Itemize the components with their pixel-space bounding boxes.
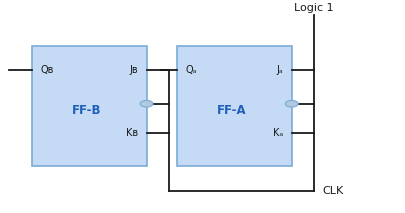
- Text: FF-B: FF-B: [72, 104, 101, 117]
- Circle shape: [140, 101, 153, 107]
- Text: Jʙ: Jʙ: [129, 65, 137, 75]
- Text: Qʙ: Qʙ: [40, 65, 53, 75]
- Text: CLK: CLK: [321, 186, 342, 196]
- Circle shape: [285, 101, 297, 107]
- Text: Kʙ: Kʙ: [126, 128, 137, 138]
- Text: Jₐ: Jₐ: [275, 65, 282, 75]
- Text: FF-A: FF-A: [217, 104, 246, 117]
- Text: Qₐ: Qₐ: [185, 65, 196, 75]
- Text: Logic 1: Logic 1: [293, 3, 333, 13]
- FancyBboxPatch shape: [32, 46, 146, 166]
- Text: Kₐ: Kₐ: [272, 128, 282, 138]
- FancyBboxPatch shape: [176, 46, 291, 166]
